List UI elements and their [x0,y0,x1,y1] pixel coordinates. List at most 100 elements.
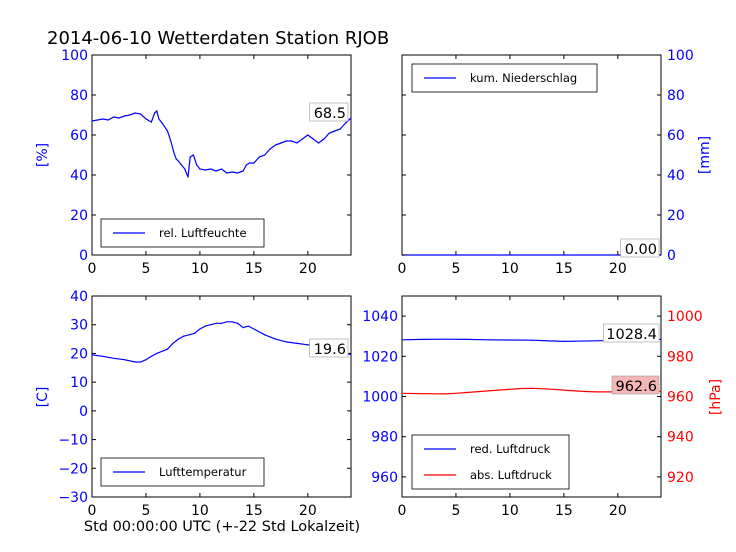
data-point [123,359,125,361]
y-tick-label: 920 [667,470,694,486]
y-tick-label: 30 [70,318,88,334]
data-point [231,171,233,173]
x-tick-label: 15 [245,261,263,277]
x-tick-label: 0 [88,261,97,277]
last-value-label-box [620,238,660,258]
data-point [245,164,247,166]
data-point [258,156,260,158]
y-tick-label: 960 [371,470,398,486]
x-tick-label: 20 [299,503,317,519]
data-point [177,160,179,162]
data-point [150,121,152,123]
y-tick-label: 80 [70,88,88,104]
y-tick-label: −10 [58,433,88,449]
data-point [177,338,179,340]
data-point [118,117,120,119]
legend-label: kum. Niederschlag [470,71,577,85]
data-point [215,170,217,172]
data-point [123,115,125,117]
data-point [181,164,183,166]
data-point [184,168,186,170]
data-point [350,354,352,356]
data-point [166,348,169,350]
data-point [291,140,293,142]
data-point [91,354,93,356]
data-point [487,339,489,341]
last-value-label: 0.00 [625,242,657,258]
y-tick-label: 0 [79,404,88,420]
series-line [401,387,662,395]
data-point [334,130,336,132]
data-point [274,338,277,340]
x-tick-label: 20 [299,261,317,277]
legend-label: Lufttemperatur [159,465,247,479]
y-tick-label: 60 [667,128,685,144]
y-tick-label: 100 [61,48,88,64]
data-point [150,355,152,357]
x-axis-label: Std 00:00:00 UTC (+-22 Std Lokalzeit) [84,519,360,535]
data-point [156,352,158,354]
data-point [187,176,189,178]
data-point [96,119,98,121]
data-point [129,114,131,116]
data-point [660,390,662,392]
legend-label: rel. Luftfeuchte [159,226,247,240]
data-point [102,118,104,120]
data-point [91,120,93,122]
data-point [231,321,233,323]
y-tick-label: 20 [70,208,88,224]
data-point [509,339,511,341]
y-tick-label: 0 [667,248,676,264]
x-tick-label: 20 [609,503,627,519]
data-point [204,325,206,327]
data-point [237,322,239,324]
legend-label: abs. Luftdruck [470,468,552,482]
data-point [172,342,174,344]
data-point [113,357,115,359]
y-tick-label: 0 [79,248,88,264]
y-tick-label: 1040 [362,309,398,325]
x-tick-label: 5 [451,261,460,277]
data-point [455,392,457,394]
data-point [345,122,347,124]
y-tick-label: 100 [667,48,694,64]
data-point [301,138,303,140]
y-axis-label: [mm] [697,136,713,174]
data-point [237,172,239,174]
data-point [401,339,403,341]
data-point [199,328,201,330]
y-axis-label: [C] [35,387,51,408]
data-point [102,355,104,357]
y-tick-label: 10 [70,375,88,391]
x-tick-label: 20 [609,261,627,277]
data-point [285,341,287,343]
y-axis-label: [hPa] [708,379,724,415]
data-point [280,142,282,144]
data-point [574,340,576,342]
x-tick-label: 15 [555,261,573,277]
data-point [328,132,330,134]
x-tick-label: 5 [451,503,460,519]
data-point [444,393,446,395]
last-value-label: 1028.4 [606,327,657,343]
data-point [192,154,194,156]
y-tick-label: 20 [70,346,88,362]
data-point [444,338,446,340]
figure-title: 2014-06-10 Wetterdaten Station RJOB [47,28,389,49]
x-tick-label: 0 [88,503,97,519]
data-point [423,338,425,340]
y-tick-label: −20 [58,461,88,477]
data-point [466,338,468,340]
data-point [350,117,352,119]
data-point [220,322,223,324]
y-tick-label: −30 [58,490,88,506]
x-tick-label: 10 [501,503,519,519]
x-tick-label: 0 [398,261,407,277]
data-point [199,168,201,170]
data-point [170,140,172,142]
data-point [175,158,177,160]
last-value-label: 68.5 [314,106,346,122]
data-point [339,128,341,130]
data-point [249,162,251,164]
